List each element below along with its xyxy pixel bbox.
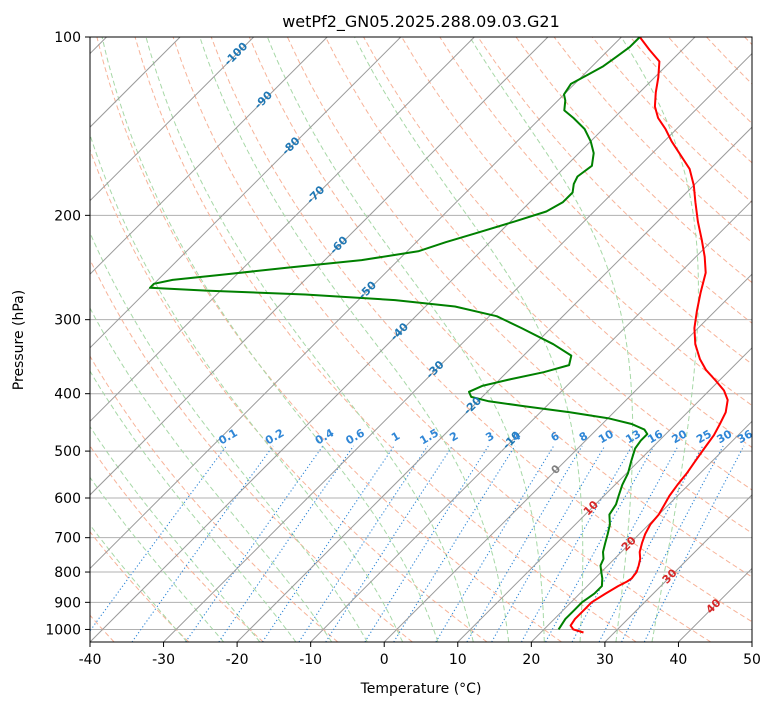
- chart-title: wetPf2_GN05.2025.288.09.03.G21: [282, 12, 560, 32]
- x-axis-label: Temperature (°C): [360, 681, 482, 697]
- moist-adiabat: [90, 476, 224, 642]
- x-tick-label: -20: [226, 652, 249, 668]
- moist-adiabat: [354, 37, 584, 642]
- dry-adiabat: [477, 37, 752, 324]
- isotherm: [90, 37, 328, 275]
- y-axis-ticks: 100 200 300 400 500 600 700 800 900 1000: [45, 30, 90, 638]
- y-axis-label: Pressure (hPa): [11, 290, 27, 390]
- moist-adiabat: [90, 307, 333, 642]
- mixing-ratio-line: [185, 445, 324, 642]
- dry-adiabat: [90, 355, 339, 642]
- mixing-ratio-line: [571, 445, 679, 642]
- x-tick-label: 0: [380, 652, 389, 668]
- y-tick-label: 600: [54, 491, 81, 507]
- dry-adiabat: [90, 445, 264, 642]
- mixing-ratio-line: [393, 445, 516, 642]
- moist-adiabat: [620, 37, 699, 642]
- isotherms: [90, 37, 752, 642]
- mixing-ratio-line: [325, 445, 453, 642]
- x-tick-label: 50: [743, 652, 761, 668]
- x-tick-label: 30: [596, 652, 614, 668]
- y-tick-label: 100: [54, 30, 81, 46]
- isotherm: [163, 52, 752, 642]
- dry-adiabat: [90, 148, 488, 642]
- sounding-series: [149, 37, 729, 634]
- mixing-ratio-line: [545, 445, 655, 642]
- y-tick-label: 200: [54, 208, 81, 224]
- isotherm: [383, 273, 752, 642]
- isotherm: [604, 494, 752, 642]
- moist-adiabat: [90, 425, 261, 642]
- moist-adiabat: [145, 37, 474, 642]
- moist-adiabat: [266, 37, 545, 642]
- isotherm: [530, 420, 752, 642]
- moist-adiabat: [199, 37, 510, 642]
- mixing-ratio-line: [643, 445, 745, 642]
- y-tick-label: 300: [54, 313, 81, 329]
- isotherm: [90, 37, 696, 642]
- isotherm: [90, 37, 402, 349]
- y-tick-label: 800: [54, 565, 81, 581]
- y-tick-label: 500: [54, 444, 81, 460]
- y-tick-label: 700: [54, 531, 81, 547]
- mixing-ratio-line: [90, 445, 227, 632]
- dry-adiabat: [96, 37, 562, 642]
- moist-adiabat: [101, 37, 439, 642]
- isotherm: [90, 37, 549, 496]
- isotherm: [90, 37, 255, 202]
- mixing-ratio-line: [218, 445, 355, 642]
- x-tick-label: 10: [449, 652, 467, 668]
- x-tick-label: -30: [152, 652, 175, 668]
- dry-adiabat: [134, 37, 637, 642]
- mixing-ratio-lines: [90, 445, 745, 642]
- dewpoint-profile: [149, 37, 649, 630]
- dry-adiabat: [210, 37, 752, 623]
- mixing-ratio-label: 36: [735, 427, 755, 446]
- y-tick-label: 1000: [45, 622, 81, 638]
- y-tick-label: 900: [54, 595, 81, 611]
- moist-adiabat: [90, 231, 368, 642]
- mixing-ratio-line: [131, 445, 274, 642]
- dry-adiabat: [401, 37, 752, 407]
- mixing-ratio-line: [621, 445, 724, 642]
- isotherm: [310, 199, 752, 642]
- temperature-profile: [569, 37, 729, 634]
- moist-adiabat: [90, 133, 404, 642]
- x-axis-ticks: -40 -30 -20 -10 0 10 20 30 40 50: [79, 642, 761, 668]
- dry-adiabat: [90, 531, 190, 642]
- moist-adiabats: [90, 37, 699, 642]
- x-tick-label: -10: [299, 652, 322, 668]
- plot-frame: [89, 36, 753, 643]
- x-tick-label: -40: [79, 652, 102, 668]
- mixing-ratio-line: [521, 445, 633, 642]
- isotherm: [457, 347, 752, 642]
- isotherm: [90, 37, 622, 570]
- isotherm: [236, 126, 752, 642]
- x-tick-label: 40: [670, 652, 688, 668]
- x-tick-label: 20: [522, 652, 540, 668]
- y-tick-label: 400: [54, 387, 81, 403]
- pressure-gridlines: [90, 37, 752, 630]
- dry-adiabat: [325, 37, 752, 491]
- isotherm: [90, 37, 475, 423]
- mixing-ratio-line: [364, 445, 489, 642]
- mixing-ratio-line: [298, 445, 429, 642]
- dry-adiabat: [515, 37, 752, 284]
